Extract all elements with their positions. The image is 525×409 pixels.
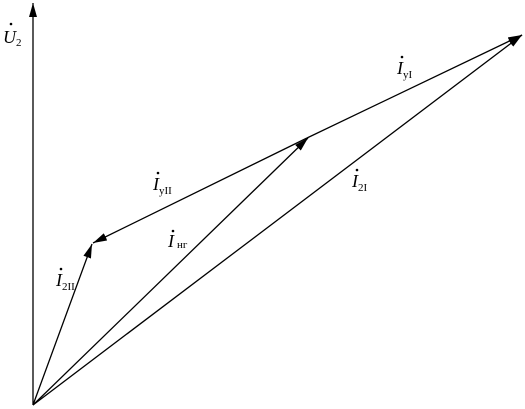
- subscript: 2: [16, 37, 22, 49]
- dot: [59, 267, 63, 271]
- dot: [9, 22, 13, 26]
- dot: [171, 229, 175, 233]
- vector-iyi: [306, 34, 523, 139]
- vector-iyii: [92, 137, 308, 244]
- label-iyi: IуI: [396, 58, 413, 81]
- symbol: I: [152, 174, 160, 194]
- vector-i2i: [32, 34, 523, 406]
- subscript: 2II: [62, 281, 75, 293]
- symbol: I: [396, 58, 404, 78]
- dot: [400, 55, 404, 59]
- subscript: уII: [159, 185, 172, 197]
- subscript: нг: [177, 239, 188, 251]
- dot: [156, 171, 160, 175]
- subscript: уI: [403, 69, 413, 81]
- vector-i2ii: [32, 243, 93, 406]
- vector-ing: [32, 137, 309, 406]
- label-u2: U2: [3, 27, 22, 49]
- dot: [355, 168, 359, 172]
- symbol: I: [351, 171, 359, 191]
- label-i2i: I2I: [351, 171, 368, 194]
- symbol: I: [55, 270, 63, 290]
- symbol: U: [3, 27, 17, 47]
- symbol: I: [167, 231, 175, 251]
- label-iyii: IуII: [152, 174, 172, 197]
- label-i2ii: I2II: [55, 270, 75, 293]
- subscript: 2I: [358, 182, 368, 194]
